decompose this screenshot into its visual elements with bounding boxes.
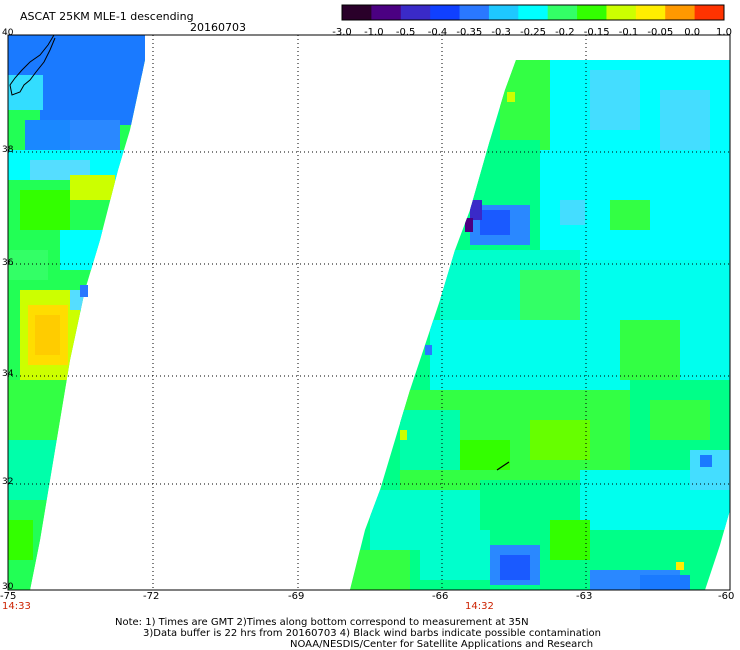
colorbar-cell: [488, 5, 519, 20]
colorbar-cell: [430, 5, 461, 20]
lat-label-38: 38: [2, 145, 14, 155]
note-line-1: Note: 1) Times are GMT 2)Times along bot…: [115, 617, 529, 628]
colorbar-cell: [635, 5, 666, 20]
time-label-left: 14:33: [2, 601, 31, 612]
colorbar-label: -0.05: [647, 27, 673, 38]
note-line-2: 3)Data buffer is 22 hrs from 20160703 4)…: [143, 628, 601, 639]
colorbar-cell: [577, 5, 607, 20]
lon-label--75: -75: [0, 591, 17, 602]
edge-pixel-1: [425, 345, 432, 355]
chart-date: 20160703: [190, 21, 246, 34]
grid-lines: [8, 35, 730, 590]
lon-label--63: -63: [576, 591, 593, 602]
colorbar-cell: [547, 5, 578, 20]
colorbar-label: -0.4: [428, 27, 448, 38]
colorbar-cell: [400, 5, 431, 20]
colorbar-cell: [606, 5, 637, 20]
colorbar-cell: [459, 5, 490, 20]
note-line-3: NOAA/NESDIS/Center for Satellite Applica…: [290, 639, 594, 650]
colorbar-label: -0.3: [491, 27, 511, 38]
colorbar-cell: [665, 5, 696, 20]
edge-pixel-2: [400, 430, 407, 440]
wind-barb: [496, 461, 510, 471]
colorbar-cell: [518, 5, 549, 20]
colorbar-frame: [341, 4, 725, 21]
lat-label-34: 34: [2, 369, 14, 379]
lat-label-40: 40: [2, 28, 14, 38]
lon-label--60: -60: [718, 591, 735, 602]
lon-label--72: -72: [143, 591, 160, 602]
lat-label-32: 32: [2, 477, 14, 487]
colorbar-label: -3.0: [332, 27, 352, 38]
colorbar-label: -0.1: [619, 27, 639, 38]
colorbar-cell: [342, 5, 372, 20]
colorbar-label: -0.35: [456, 27, 482, 38]
colorbar-label: 0.0: [684, 27, 700, 38]
lon-label--69: -69: [288, 591, 305, 602]
lon-label--66: -66: [432, 591, 449, 602]
colorbar-label: -0.25: [520, 27, 546, 38]
colorbar-label: -0.2: [555, 27, 575, 38]
colorbar-label: -0.5: [396, 27, 416, 38]
time-label-right: 14:32: [465, 601, 494, 612]
colorbar-cell: [371, 5, 402, 20]
lat-label-30: 30: [2, 582, 14, 592]
coastline: [9, 34, 56, 96]
colorbar-cell: [694, 5, 725, 20]
colorbar-label: 1.0: [716, 27, 732, 38]
edge-pixel-3: [80, 285, 88, 297]
plot-frame: [7, 34, 731, 591]
colorbar: -3.0 -1.0 -0.5 -0.4 -0.35 -0.3 -0.25 -0.2 -0.15-…: [332, 4, 732, 38]
lat-label-36: 36: [2, 258, 14, 268]
colorbar-label: -1.0: [364, 27, 384, 38]
edge-pixel-4: [507, 92, 515, 102]
chart-title: ASCAT 25KM MLE-1 descending: [20, 10, 194, 23]
colorbar-label: -0.15: [584, 27, 610, 38]
